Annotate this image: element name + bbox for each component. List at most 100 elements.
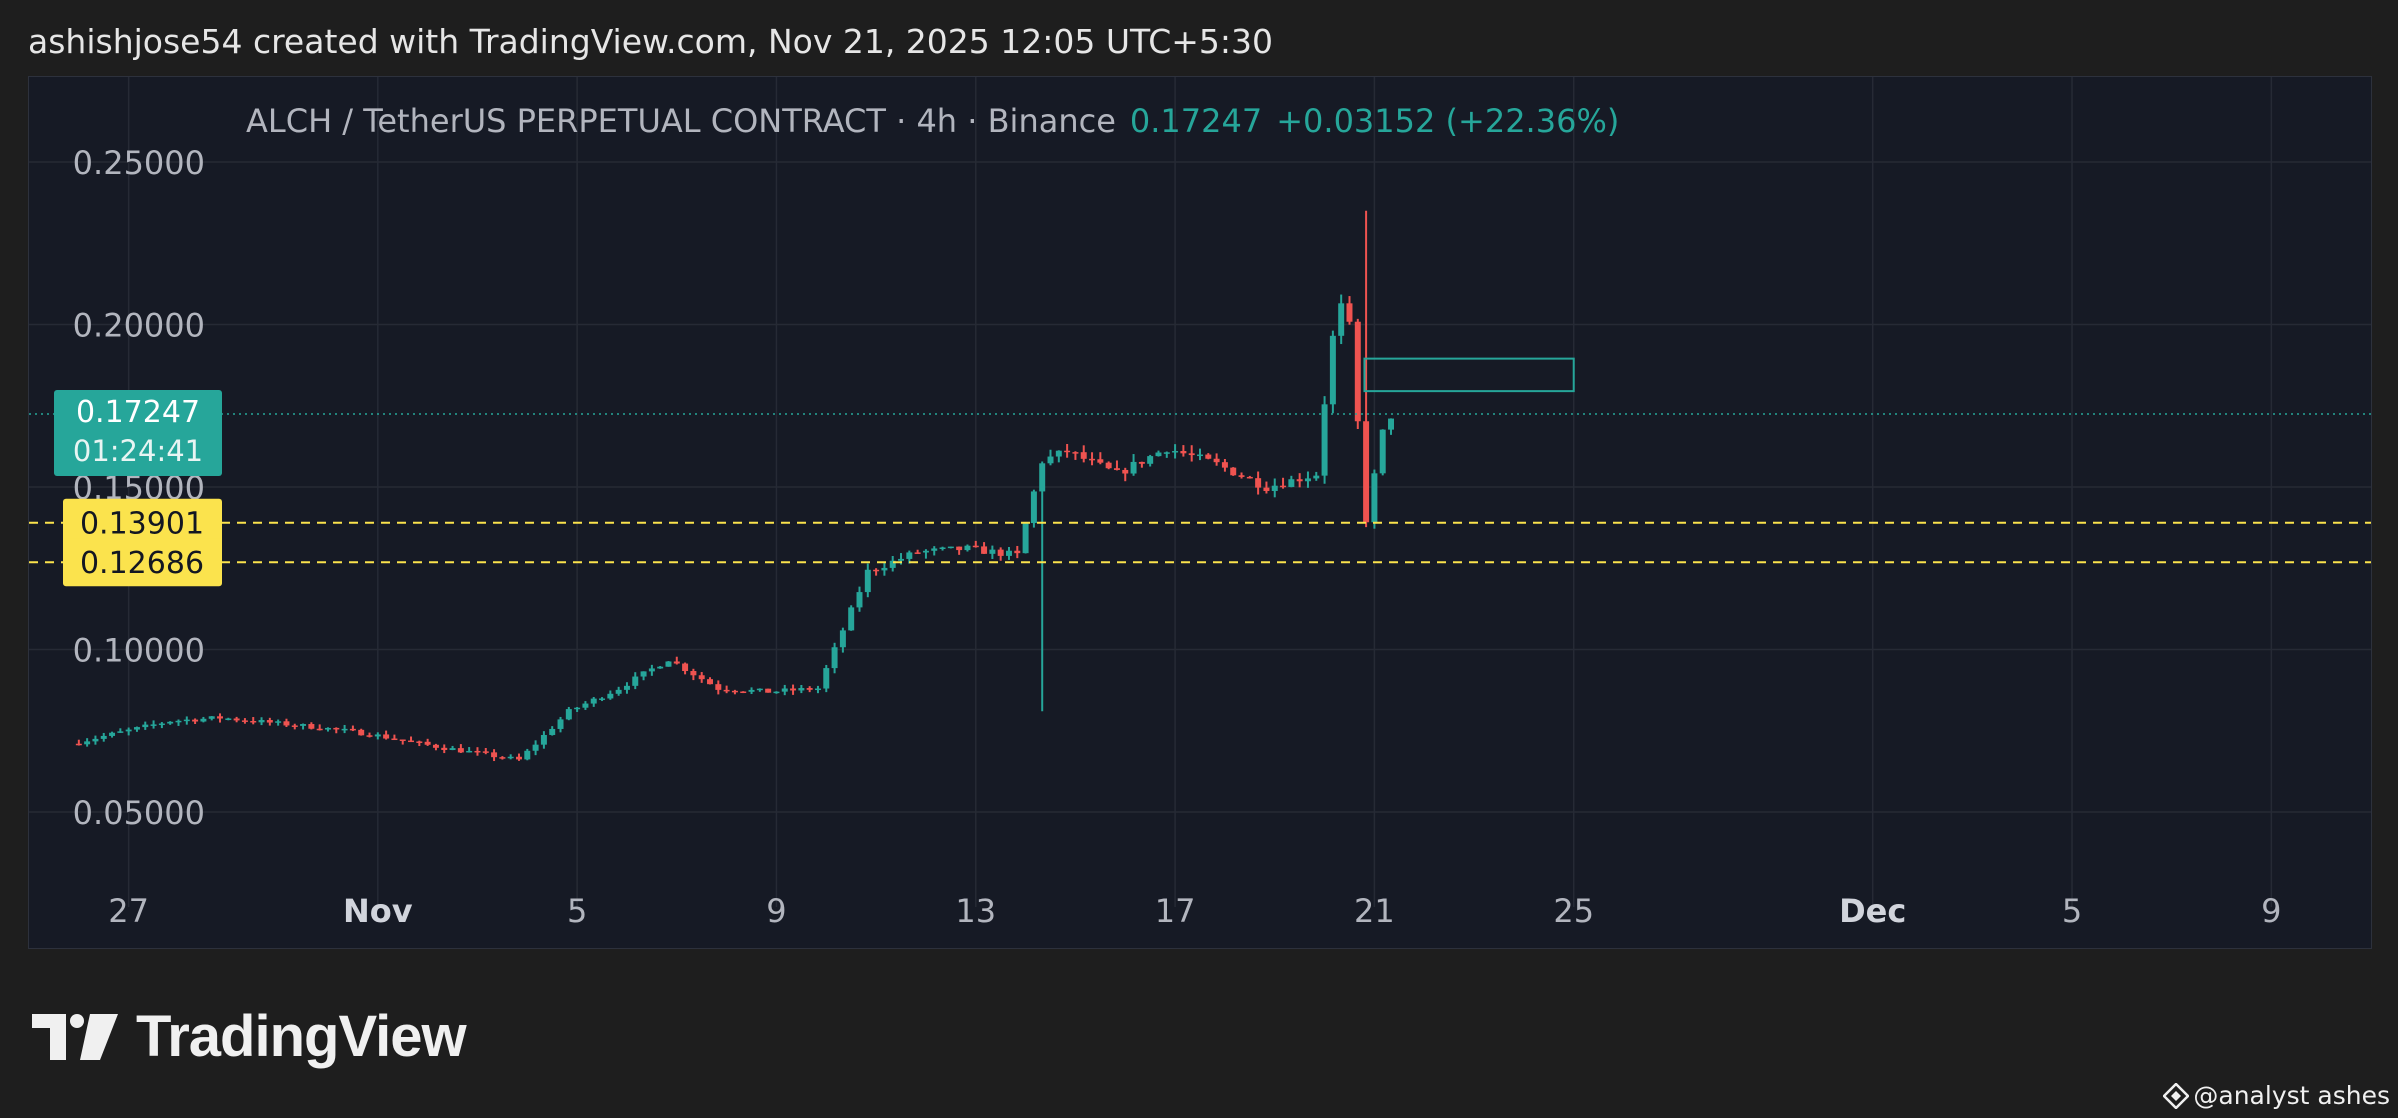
candle-body bbox=[1221, 462, 1228, 468]
candle-body bbox=[565, 709, 572, 720]
candle-body bbox=[1080, 452, 1087, 459]
candle-body bbox=[1138, 461, 1145, 464]
candle-body bbox=[316, 728, 323, 731]
candle-body bbox=[1238, 475, 1245, 477]
candle-body bbox=[806, 688, 813, 690]
candle-body bbox=[657, 666, 664, 669]
candle-body bbox=[399, 739, 406, 741]
candle-body bbox=[1188, 453, 1195, 456]
candle-body bbox=[1321, 404, 1328, 476]
candle-body bbox=[117, 731, 124, 733]
candle-body bbox=[989, 549, 996, 554]
candle-body bbox=[814, 688, 821, 691]
candle-body bbox=[1039, 463, 1046, 492]
candle-body bbox=[723, 689, 730, 692]
candle-body bbox=[416, 741, 423, 743]
candle-body bbox=[1122, 469, 1129, 474]
candle-body bbox=[1014, 550, 1021, 554]
candle-body bbox=[1255, 478, 1262, 488]
candle-body bbox=[790, 688, 797, 691]
x-tick-label: 13 bbox=[955, 892, 996, 930]
candle-body bbox=[349, 728, 356, 731]
candle-body bbox=[1346, 303, 1353, 322]
candle-body bbox=[75, 743, 82, 746]
x-tick-label: 5 bbox=[2062, 892, 2082, 930]
candle-body bbox=[142, 724, 149, 728]
x-tick-label: Nov bbox=[343, 892, 413, 930]
candle-body bbox=[939, 547, 946, 549]
candle-body bbox=[84, 741, 91, 745]
candle-body bbox=[1379, 429, 1386, 474]
candle-body bbox=[125, 729, 132, 732]
chart-panel[interactable]: 0.05000 0.10000 0.15000 0.20000 0.25000 27 Nov… bbox=[28, 76, 2372, 949]
candle-body bbox=[906, 552, 913, 559]
candle-body bbox=[1230, 467, 1237, 476]
candle-body bbox=[549, 728, 556, 735]
candle-body bbox=[1172, 451, 1179, 453]
y-tick-label: 0.05000 bbox=[73, 794, 205, 832]
candle-body bbox=[482, 751, 489, 753]
candle-body bbox=[914, 552, 921, 554]
x-tick-label: Dec bbox=[1839, 892, 1906, 930]
candle-body bbox=[175, 720, 182, 723]
candle-body bbox=[1371, 473, 1378, 523]
candle-body bbox=[1113, 468, 1120, 470]
symbol-change: +0.03152 (+22.36%) bbox=[1276, 102, 1620, 140]
candle-body bbox=[574, 707, 581, 710]
candle-body bbox=[1338, 303, 1345, 336]
candle-body bbox=[457, 748, 464, 753]
candle-body bbox=[266, 720, 273, 723]
watermark: @analyst ashes bbox=[2163, 1081, 2390, 1110]
candle-body bbox=[366, 735, 373, 737]
candle-body bbox=[898, 558, 905, 561]
candle-body bbox=[707, 679, 713, 685]
candle-body bbox=[864, 569, 871, 593]
candle-body bbox=[217, 716, 224, 719]
candle-body bbox=[731, 690, 738, 693]
candle-body bbox=[931, 548, 938, 551]
candle-body bbox=[499, 757, 506, 759]
candle-body bbox=[241, 720, 248, 722]
candle-body bbox=[640, 671, 647, 677]
candle-body bbox=[275, 721, 282, 723]
candle-body bbox=[1030, 491, 1037, 524]
candle-body bbox=[258, 720, 265, 723]
candle-body bbox=[781, 688, 788, 692]
attribution-text: ashishjose54 created with TradingView.co… bbox=[28, 22, 1274, 61]
candle-body bbox=[1163, 452, 1170, 454]
candle-body bbox=[673, 661, 680, 664]
candle-body bbox=[607, 693, 614, 699]
candle-body bbox=[1097, 459, 1104, 463]
candle-body bbox=[383, 734, 390, 739]
candle-body bbox=[981, 546, 988, 554]
x-tick-label: 27 bbox=[108, 892, 149, 930]
x-tick-label: 5 bbox=[567, 892, 587, 930]
candle-body bbox=[432, 744, 439, 748]
candle-body bbox=[516, 756, 522, 760]
candle-body bbox=[1313, 475, 1320, 479]
candle-body bbox=[1155, 452, 1162, 457]
candle-body bbox=[291, 725, 298, 727]
candle-body bbox=[300, 724, 307, 726]
candle-body bbox=[1064, 450, 1071, 453]
last-price-label-box bbox=[54, 389, 222, 476]
candle-body bbox=[773, 691, 780, 694]
candle-body bbox=[881, 567, 888, 571]
candle-body bbox=[922, 550, 929, 553]
candle-body bbox=[1288, 479, 1295, 487]
candle-body bbox=[1072, 452, 1079, 454]
candle-body bbox=[623, 685, 630, 690]
candle-body bbox=[1304, 478, 1311, 482]
candle-body bbox=[1280, 485, 1287, 488]
candle-body bbox=[765, 688, 772, 693]
candle-body bbox=[823, 668, 830, 689]
candle-body bbox=[740, 691, 747, 694]
tradingview-logo: TradingView bbox=[32, 1003, 467, 1070]
candle-body bbox=[200, 718, 207, 722]
candle-body bbox=[956, 546, 963, 551]
candle-body bbox=[690, 671, 697, 676]
candle-body bbox=[873, 569, 880, 572]
level-label-box bbox=[63, 498, 222, 547]
candle-body bbox=[590, 698, 597, 704]
